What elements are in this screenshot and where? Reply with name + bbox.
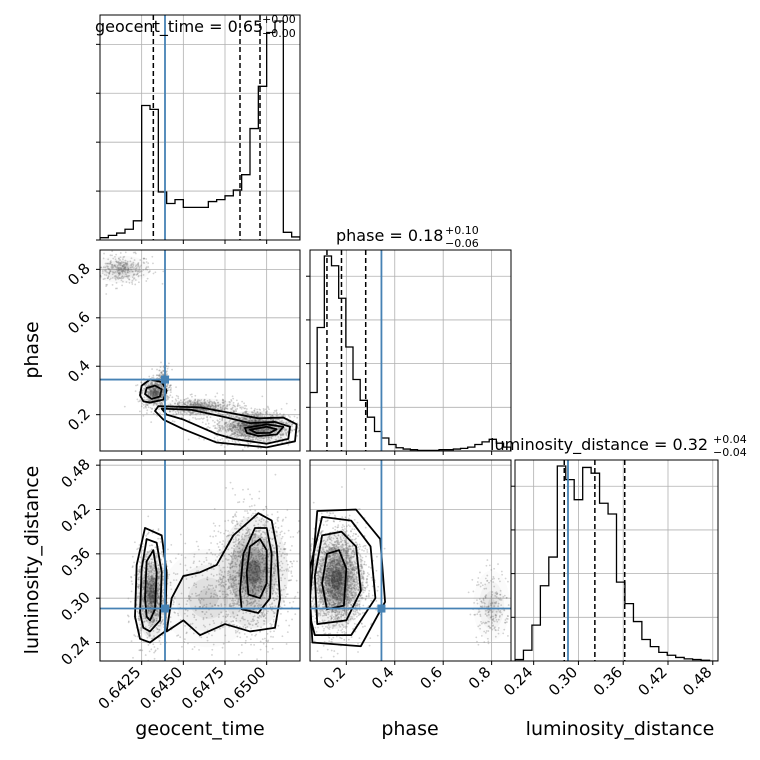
y-axis-label-phase: phase xyxy=(21,321,43,378)
joint-geocent-time-luminosity-distance-contour-3 xyxy=(165,512,281,637)
hist-luminosity-distance-histogram xyxy=(515,465,718,661)
title-phase: phase = 0.18 xyxy=(336,226,443,245)
joint-phase-luminosity-distance-frame xyxy=(309,459,512,662)
title-geocent-time: geocent_time = 0.65 xyxy=(95,17,263,37)
joint-geocent-time-phase-frame xyxy=(99,249,301,452)
joint-geocent-time-phase-contour-2 xyxy=(160,407,291,445)
title-geocent-time-lower-error: −0.00 xyxy=(262,27,296,40)
hist-phase-grid xyxy=(310,250,511,451)
x-axis-label-phase: phase xyxy=(381,718,438,740)
title-phase-upper-error: +0.10 xyxy=(445,224,479,237)
joint-geocent-time-phase-contour-5 xyxy=(249,425,278,434)
joint-geocent-time-luminosity-distance-contour-5 xyxy=(245,538,268,600)
joint-phase-luminosity-distance-density xyxy=(310,530,500,629)
joint-geocent-time-luminosity-distance-contour-0 xyxy=(144,549,158,622)
joint-phase-luminosity-distance-truth-marker xyxy=(377,604,386,613)
hist-geocent-time-frame xyxy=(99,14,301,241)
joint-geocent-time-phase-grid xyxy=(100,250,300,451)
joint-phase-luminosity-distance-contour-2 xyxy=(310,516,377,637)
hist-phase-histogram xyxy=(310,255,511,451)
joint-geocent-time-phase-contour-3 xyxy=(154,405,298,449)
joint-geocent-time-luminosity-distance-frame xyxy=(99,459,301,662)
x-axis-label-luminosity-distance: luminosity_distance xyxy=(526,718,715,740)
title-luminosity-distance: luminosity_distance = 0.32 xyxy=(490,435,708,455)
title-luminosity-distance-lower-error: −0.04 xyxy=(713,446,747,459)
joint-geocent-time-phase-truth-marker xyxy=(161,375,169,384)
joint-phase-luminosity-distance-contours xyxy=(310,508,386,648)
hist-luminosity-distance-frame xyxy=(514,459,719,662)
joint-phase-luminosity-distance-contour-1 xyxy=(313,530,362,625)
hist-geocent-time-histogram xyxy=(100,20,300,240)
joint-geocent-time-luminosity-distance-truth-marker xyxy=(161,604,169,613)
x-axis-label-geocent-time: geocent_time xyxy=(135,718,264,740)
joint-phase-luminosity-distance-contour-0 xyxy=(321,549,348,611)
joint-geocent-time-phase-contour-4 xyxy=(244,423,285,437)
joint-geocent-time-phase-contour-0 xyxy=(144,384,163,400)
title-geocent-time-upper-error: +0.00 xyxy=(262,13,296,26)
title-luminosity-distance-upper-error: +0.04 xyxy=(713,433,747,446)
hist-phase-frame xyxy=(309,249,512,452)
y-axis-label-luminosity-distance: luminosity_distance xyxy=(21,466,43,655)
joint-phase-luminosity-distance-contour-3 xyxy=(310,508,386,648)
joint-geocent-time-luminosity-distance-contour-1 xyxy=(139,538,163,633)
title-phase-lower-error: −0.06 xyxy=(445,237,479,250)
